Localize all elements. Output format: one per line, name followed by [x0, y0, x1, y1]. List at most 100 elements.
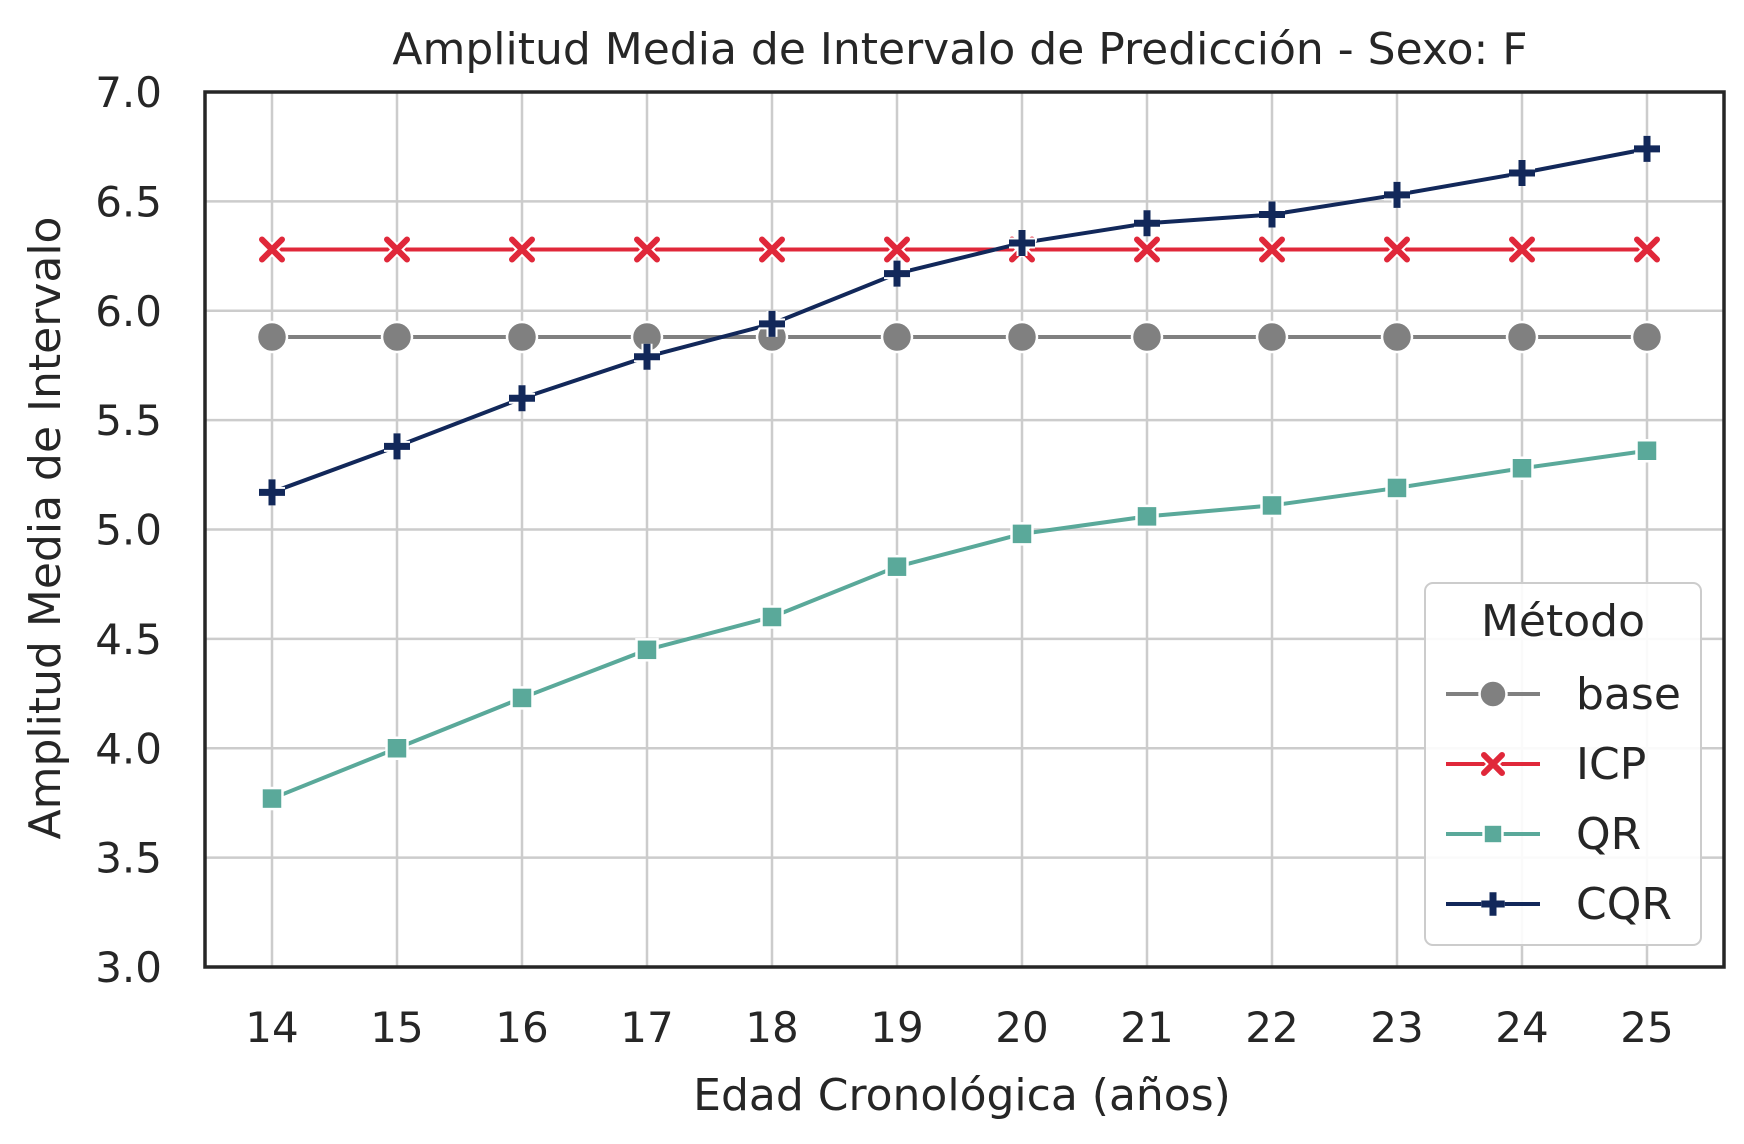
series-marker-x: [257, 234, 287, 265]
series-marker-x-stroke: [1481, 752, 1505, 776]
x-tick-label: 22: [1245, 1003, 1298, 1052]
x-tick-label: 16: [495, 1003, 548, 1052]
series-marker-plus: [1259, 201, 1285, 228]
x-tick-label: 25: [1620, 1003, 1673, 1052]
legend-item-base: base: [1446, 669, 1681, 720]
series-markers-cqr: [259, 135, 1660, 506]
legend-items: base ICP QR CQR: [1446, 669, 1681, 930]
series-marker-plus: [509, 385, 535, 412]
series-marker-plus-stroke: [509, 385, 535, 412]
series-marker-plus-stroke: [384, 433, 410, 460]
series-marker-square: [260, 786, 284, 811]
series-marker-square: [1010, 522, 1034, 546]
x-axis-label: Edad Cronológica (años): [693, 1070, 1231, 1121]
series-markers: [255, 135, 1664, 811]
series-marker-square: [635, 638, 659, 662]
series-marker-x-stroke: [1634, 236, 1660, 263]
series-marker-square: [760, 605, 784, 629]
series-marker-x-stroke: [759, 236, 785, 263]
series-marker-x-stroke: [1134, 236, 1160, 263]
series-marker-square: [1510, 456, 1534, 480]
x-tick-label: 17: [620, 1003, 673, 1052]
series-marker-plus: [759, 310, 785, 337]
series-marker-x: [1382, 234, 1412, 265]
legend-item-qr: QR: [1446, 809, 1641, 860]
y-tick-label: 4.0: [95, 724, 162, 773]
series-marker-circle: [380, 320, 414, 354]
chart-title: Amplitud Media de Intervalo de Predicció…: [392, 24, 1527, 75]
series-marker-plus: [1634, 135, 1660, 162]
series-marker-plus: [1009, 229, 1035, 256]
series-marker-plus-stroke: [1259, 201, 1285, 228]
legend-item-icp: ICP: [1446, 739, 1646, 790]
x-tick-label: 18: [745, 1003, 798, 1052]
series-marker-x: [1632, 234, 1662, 265]
series-marker-plus-stroke: [1134, 210, 1160, 237]
series-line-qr: [270, 448, 1649, 801]
series-marker-plus: [884, 260, 910, 287]
series-line-cqr: [270, 146, 1649, 495]
x-tick-label: 21: [1120, 1003, 1173, 1052]
series-marker-x-stroke: [1259, 236, 1285, 263]
legend-title: Método: [1481, 596, 1645, 647]
x-tick-label: 19: [870, 1003, 923, 1052]
series-marker-plus: [1481, 892, 1505, 916]
series-marker-plus: [259, 479, 285, 506]
axis-ticks: 14 15 16 17 18 19 20 21 22 23 24 25 3.0 3.5 4.0 4.5 5.0 5…: [95, 68, 1674, 1052]
series-marker-plus-stroke: [634, 343, 660, 370]
series-marker-x-stroke: [1509, 236, 1535, 263]
x-tick-label: 15: [370, 1003, 423, 1052]
series-marker-x: [382, 234, 412, 265]
series-marker-circle: [880, 320, 914, 354]
y-tick-label: 5.5: [95, 396, 162, 445]
series-markers-qr: [260, 439, 1659, 811]
series-lines: [270, 146, 1649, 801]
x-tick-label: 14: [245, 1003, 298, 1052]
series-marker-plus-stroke: [259, 479, 285, 506]
series-marker-circle: [1630, 320, 1664, 354]
series-marker-x: [882, 234, 912, 265]
series-markers-base: [255, 320, 1664, 354]
series-marker-x: [1507, 234, 1537, 265]
y-tick-label: 7.0: [95, 68, 162, 117]
series-marker-plus-stroke: [884, 260, 910, 287]
series-marker-circle: [1005, 320, 1039, 354]
legend: Método base ICP QR CQR: [1424, 582, 1702, 946]
y-tick-label: 3.0: [95, 943, 162, 992]
series-marker-plus-stroke: [1509, 159, 1535, 186]
series-marker-x: [1257, 234, 1287, 265]
series-marker-circle: [1130, 320, 1164, 354]
series-marker-square: [1635, 439, 1659, 463]
legend-item-cqr: CQR: [1446, 879, 1672, 930]
series-marker-x: [1479, 750, 1507, 778]
series-marker-circle: [1255, 320, 1289, 354]
series-marker-circle: [1505, 320, 1539, 354]
series-marker-circle: [505, 320, 539, 354]
series-marker-square: [385, 736, 409, 760]
y-tick-label: 5.0: [95, 506, 162, 555]
series-marker-x-stroke: [884, 236, 910, 263]
series-marker-circle: [255, 320, 289, 354]
series-marker-x-stroke: [509, 236, 535, 263]
series-marker-x-stroke: [384, 236, 410, 263]
x-tick-label: 20: [995, 1003, 1048, 1052]
y-tick-label: 6.0: [95, 287, 162, 336]
y-axis-label: Amplitud Media de Intervalo: [20, 217, 71, 840]
series-marker-x: [632, 234, 662, 265]
series-marker-x-stroke: [634, 236, 660, 263]
series-marker-plus: [1384, 181, 1410, 208]
series-marker-plus-stroke: [1481, 892, 1505, 916]
series-marker-plus-stroke: [1634, 135, 1660, 162]
series-marker-plus: [634, 343, 660, 370]
series-marker-circle: [1380, 320, 1414, 354]
series-marker-x: [1132, 234, 1162, 265]
series-marker-plus-stroke: [1384, 181, 1410, 208]
series-marker-square: [1482, 823, 1504, 845]
x-tick-label: 23: [1370, 1003, 1423, 1052]
series-marker-plus: [1134, 210, 1160, 237]
series-marker-circle: [1478, 679, 1508, 709]
series-marker-plus: [384, 433, 410, 460]
